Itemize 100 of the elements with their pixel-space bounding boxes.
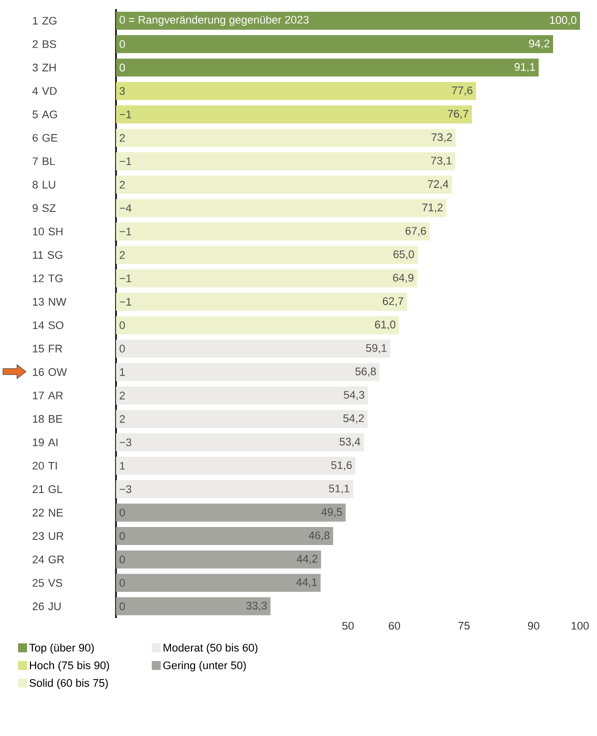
annotation: 0 xyxy=(120,64,125,72)
bar xyxy=(116,386,368,404)
legend-label: Top (über 90) xyxy=(29,644,94,654)
y-tick-label: 25 VS xyxy=(32,578,62,587)
y-tick-label: 8 LU xyxy=(32,180,56,189)
bar xyxy=(116,456,356,475)
data-label: 56,8 xyxy=(355,368,376,377)
annotation: 3 xyxy=(120,87,125,95)
y-tick-label: 20 TI xyxy=(32,462,57,470)
annotation: 2 xyxy=(120,134,125,142)
x-tick-label: 50 xyxy=(342,622,354,630)
y-tick-label: 16 OW xyxy=(32,368,67,376)
y-tick-label: 4 VD xyxy=(32,87,57,95)
annotation: −4 xyxy=(120,204,132,212)
data-label: 94,2 xyxy=(529,40,550,49)
data-label: 64,9 xyxy=(393,274,414,283)
annotation: 2 xyxy=(120,392,125,400)
data-label: 44,2 xyxy=(296,554,318,564)
y-tick-label: 11 SG xyxy=(32,251,62,259)
data-label: 72,4 xyxy=(428,180,448,190)
annotation: −1 xyxy=(120,110,132,118)
data-label: 76,7 xyxy=(448,110,468,119)
bar xyxy=(116,316,400,334)
bar xyxy=(116,527,334,546)
bar xyxy=(116,504,346,522)
y-tick-label: 15 FR xyxy=(32,344,62,352)
bar xyxy=(116,246,418,264)
annotation: 1 xyxy=(120,368,125,376)
bar xyxy=(116,433,364,452)
bar xyxy=(116,82,476,100)
bar xyxy=(116,597,271,616)
annotation: 0 xyxy=(120,556,125,564)
bar xyxy=(116,176,452,194)
annotation: −1 xyxy=(120,274,132,282)
y-tick-label: 6 GE xyxy=(32,134,58,142)
annotation: −1 xyxy=(120,298,132,306)
legend-label: Gering (unter 50) xyxy=(163,661,246,672)
data-label: 53,4 xyxy=(340,438,360,447)
annotation: 0 xyxy=(120,508,125,516)
data-label: 100,0 xyxy=(550,16,576,26)
data-label: 33,3 xyxy=(246,602,267,611)
y-tick-label: 12 TG xyxy=(32,274,62,282)
y-tick-label: 19 AI xyxy=(32,438,58,446)
annotation: 0 xyxy=(120,344,125,353)
bar xyxy=(116,292,407,311)
y-tick-label: 18 BE xyxy=(32,415,62,423)
bar xyxy=(116,35,554,54)
data-label: 51,1 xyxy=(328,484,350,494)
bar xyxy=(116,152,456,170)
data-label: 44,1 xyxy=(296,578,317,588)
data-label: 73,1 xyxy=(431,156,452,166)
data-label: 54,2 xyxy=(343,414,364,424)
y-tick-label: 21 GL xyxy=(32,485,62,494)
y-tick-label: 9 SZ xyxy=(32,204,56,212)
data-label: 62,7 xyxy=(382,297,404,306)
annotation: 0 xyxy=(120,578,125,587)
bar xyxy=(116,340,390,358)
bar xyxy=(116,363,380,382)
data-label: 61,0 xyxy=(375,320,396,330)
bar xyxy=(116,199,446,218)
y-tick-label: 13 NW xyxy=(32,298,66,306)
annotation: 0 = Rangveränderung gegenüber 2023 xyxy=(120,16,309,26)
x-tick-label: 100 xyxy=(572,622,589,630)
annotation: 0 xyxy=(120,40,125,48)
annotation: 0 xyxy=(120,602,125,610)
legend-label: Moderat (50 bis 60) xyxy=(164,644,258,654)
bar xyxy=(116,105,472,124)
annotation: −1 xyxy=(120,228,132,236)
annotation: −3 xyxy=(120,485,132,494)
bar xyxy=(116,58,539,77)
y-tick-label: 22 NE xyxy=(32,508,63,516)
annotation: 0 xyxy=(120,532,125,540)
data-label: 46,8 xyxy=(308,531,330,541)
y-tick-label: 1 ZG xyxy=(32,16,56,25)
y-tick-label: 10 SH xyxy=(32,228,62,236)
legend-label: Solid (60 bis 75) xyxy=(30,678,108,690)
y-tick-label: 7 BL xyxy=(32,157,56,166)
data-label: 91,1 xyxy=(514,63,535,72)
bar xyxy=(116,222,430,241)
data-label: 51,6 xyxy=(331,461,352,470)
annotation: 0 xyxy=(120,321,125,330)
y-tick-label: 24 GR xyxy=(32,556,64,564)
data-label: 59,1 xyxy=(366,344,386,354)
data-label: 77,6 xyxy=(452,86,472,96)
y-tick-label: 5 AG xyxy=(32,110,57,118)
annotation: 2 xyxy=(120,415,125,423)
y-tick-label: 17 AR xyxy=(32,392,63,400)
x-tick-label: 90 xyxy=(528,622,540,630)
y-tick-label: 23 UR xyxy=(32,532,64,540)
data-label: 54,3 xyxy=(344,390,364,400)
annotation: −1 xyxy=(120,157,132,166)
legend-label: Hoch (75 bis 90) xyxy=(30,661,110,672)
x-tick-label: 60 xyxy=(388,622,400,630)
annotation: 2 xyxy=(120,251,125,259)
annotation: −3 xyxy=(120,438,132,446)
data-label: 49,5 xyxy=(321,508,342,518)
data-label: 73,2 xyxy=(432,133,452,142)
bar xyxy=(116,269,418,288)
x-tick-label: 75 xyxy=(458,622,470,630)
data-label: 71,2 xyxy=(422,204,443,213)
